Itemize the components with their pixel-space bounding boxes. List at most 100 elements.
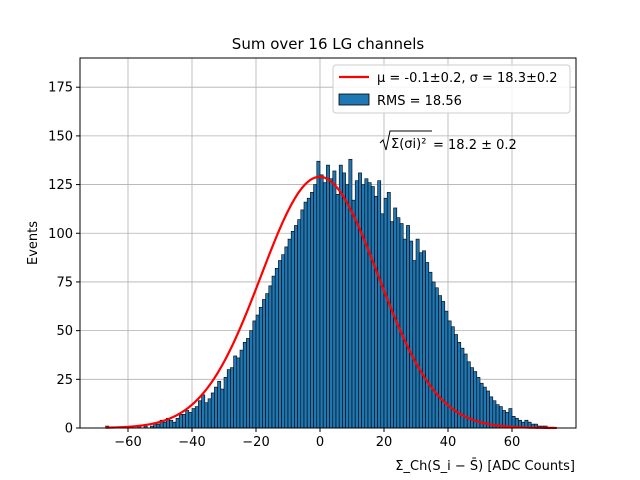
histogram-bar	[332, 170, 337, 429]
chart-title: Sum over 16 LG channels	[232, 35, 425, 53]
histogram-bar	[348, 158, 353, 429]
y-axis-ticks: 0 25 50 75 100 125 150 175	[48, 81, 80, 437]
histogram-bar	[175, 417, 180, 429]
histogram-bar	[450, 326, 455, 429]
histogram-bar	[265, 293, 270, 429]
histogram-bar	[290, 231, 295, 429]
histogram-bar	[412, 260, 417, 429]
histogram-bar	[182, 414, 186, 429]
histogram-bar	[169, 419, 174, 429]
histogram-bar	[444, 310, 449, 429]
histogram-bar	[191, 408, 196, 429]
histogram-bar	[508, 408, 513, 429]
x-tick-label: 40	[440, 435, 457, 450]
histogram-bar	[300, 209, 305, 429]
histogram-bar	[178, 414, 183, 429]
histogram-bar	[156, 423, 161, 429]
histogram-bar	[278, 260, 282, 429]
histogram-bar	[246, 338, 250, 429]
histogram-bar	[297, 219, 302, 429]
y-tick-label: 175	[48, 81, 73, 96]
histogram-bar	[386, 192, 391, 429]
histogram-bar	[428, 271, 433, 429]
histogram-bar	[374, 195, 378, 429]
histogram-bar	[271, 275, 276, 429]
x-axis-ticks: −60 −40 −20 0 20 40 60	[114, 428, 520, 450]
x-tick-label: −60	[114, 435, 141, 450]
y-axis-title: Events	[26, 221, 41, 265]
histogram-bar	[172, 421, 177, 429]
histogram-bar	[402, 238, 407, 429]
histogram-bar	[185, 410, 190, 429]
histogram-bar	[409, 240, 414, 429]
histogram-bar	[338, 164, 343, 429]
x-tick-label: 60	[504, 435, 521, 450]
histogram-bar	[351, 199, 356, 429]
histogram-bar	[367, 182, 372, 429]
histogram-bar	[313, 184, 318, 429]
histogram-bar	[364, 178, 369, 429]
histogram-bar	[422, 250, 426, 429]
y-tick-label: 100	[48, 227, 73, 242]
histogram-bar	[316, 160, 321, 429]
histogram-bar	[239, 349, 244, 429]
histogram-bar	[188, 412, 193, 429]
histogram-bar	[358, 172, 362, 429]
sigma-annotation-value: = 18.2 ± 0.2	[433, 138, 517, 153]
legend: μ = -0.1±0.2, σ = 18.3±0.2 RMS = 18.56	[332, 64, 571, 114]
histogram-bar	[319, 174, 324, 429]
histogram-bar	[303, 201, 308, 429]
histogram-bar	[438, 295, 442, 429]
x-tick-label: −40	[178, 435, 205, 450]
histogram-bar	[274, 268, 279, 429]
histogram-bar	[486, 390, 490, 429]
x-tick-label: 20	[376, 435, 393, 450]
histogram-bar	[233, 355, 238, 429]
histogram-bar	[390, 221, 394, 429]
histogram-bar	[281, 254, 286, 429]
histogram-bar	[210, 392, 215, 429]
legend-rms-label: RMS = 18.56	[377, 94, 462, 109]
histogram-bar	[447, 320, 452, 429]
legend-frame	[332, 64, 571, 114]
histogram-bar	[345, 184, 350, 429]
histogram-bar	[201, 394, 206, 429]
histogram-bar	[198, 400, 202, 429]
legend-fit-label: μ = -0.1±0.2, σ = 18.3±0.2	[377, 71, 558, 86]
legend-rms-patch	[338, 93, 370, 106]
histogram-bar	[310, 192, 314, 429]
sqrt-symbol	[379, 130, 432, 151]
histogram-bar	[242, 342, 247, 429]
histogram-bar	[214, 386, 218, 429]
histogram-bar	[377, 180, 382, 429]
y-tick-label: 25	[56, 373, 73, 388]
plot-frame	[79, 57, 577, 429]
histogram-bar	[329, 178, 334, 429]
histogram-bar	[434, 287, 439, 429]
histogram-bar	[431, 281, 436, 429]
histogram-bar	[370, 186, 375, 429]
histogram-bar	[399, 223, 404, 429]
histogram-bar	[249, 330, 254, 429]
histogram-bar	[223, 377, 228, 429]
x-tick-label: 0	[316, 435, 324, 450]
x-axis-title: Σ_Ch(S_i − S̄) [ADC Counts]	[395, 459, 575, 474]
histogram-bar	[335, 194, 340, 429]
histogram-bar	[284, 246, 289, 429]
histogram-bar	[268, 285, 273, 429]
histogram-bar	[418, 252, 423, 429]
histogram-bar	[482, 386, 487, 429]
histogram-bar	[342, 172, 346, 429]
histogram-bar	[383, 197, 388, 429]
histogram-bar	[255, 314, 260, 429]
histogram-bar	[194, 406, 199, 429]
x-tick-label: −20	[242, 435, 269, 450]
histogram-bar	[204, 402, 209, 429]
histogram-bar	[294, 225, 298, 429]
histogram-bar	[326, 164, 330, 429]
histogram-bar	[230, 367, 234, 429]
histogram-bar	[306, 197, 311, 429]
histogram-bar	[441, 301, 446, 429]
y-tick-label: 0	[65, 422, 73, 437]
gaussian-fit-curve	[105, 175, 557, 430]
